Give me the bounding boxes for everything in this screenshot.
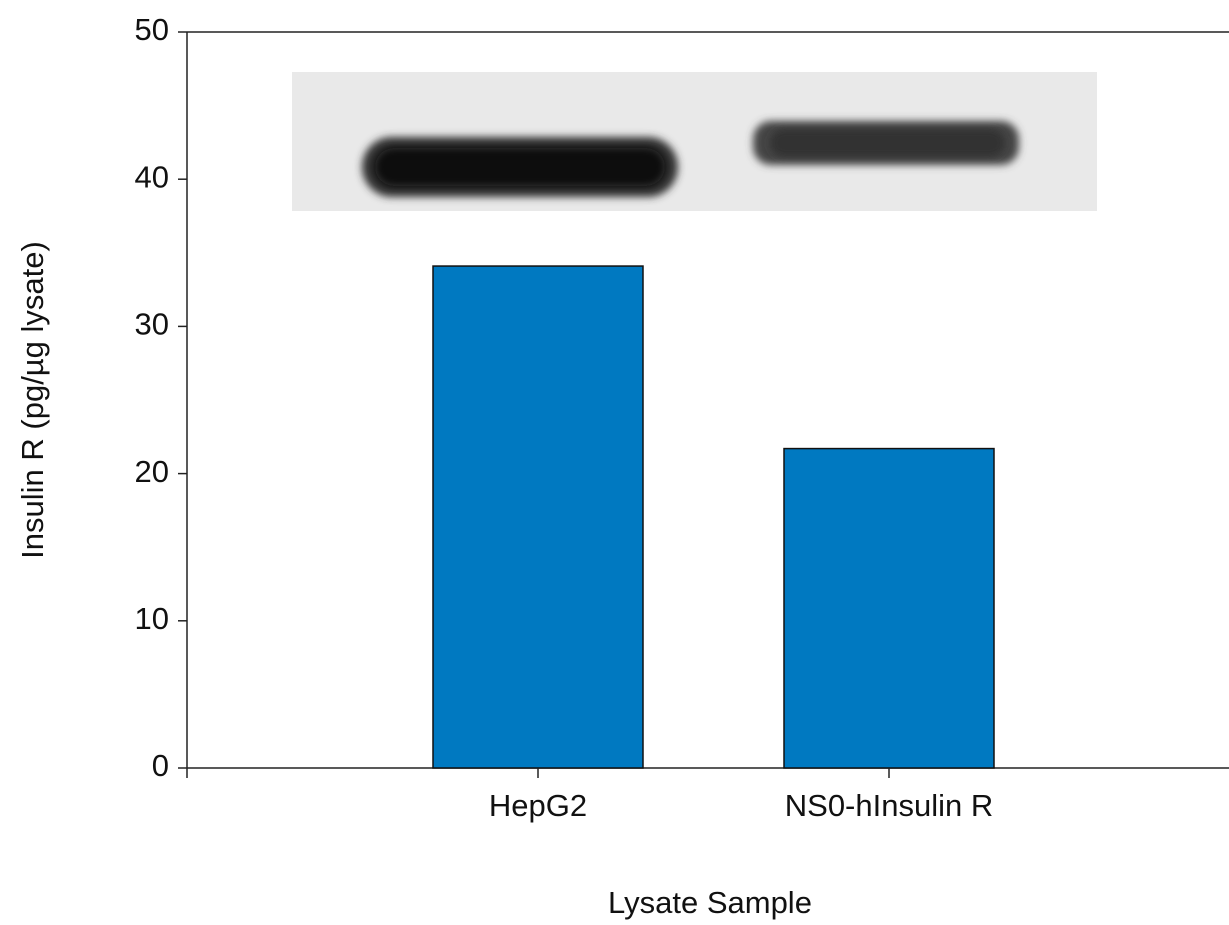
x-tick-label: HepG2 [489, 788, 587, 823]
western-blot-inset [292, 72, 1097, 211]
y-tick-label: 10 [135, 601, 169, 636]
x-tick-label: NS0-hInsulin R [785, 788, 993, 823]
y-tick-label: 50 [135, 12, 169, 47]
y-tick-label: 30 [135, 307, 169, 342]
y-tick-label: 0 [152, 748, 169, 783]
y-tick-label: 40 [135, 159, 169, 194]
bar [784, 449, 994, 768]
chart: Insulin R (pg/µg lysate) Lysate Sample 0… [0, 0, 1229, 925]
y-axis-label: Insulin R (pg/µg lysate) [15, 241, 50, 559]
bar [433, 266, 643, 768]
y-tick-label: 20 [135, 454, 169, 489]
page: Insulin R (pg/µg lysate) Lysate Sample 0… [0, 0, 1229, 925]
x-axis-label: Lysate Sample [608, 885, 812, 920]
